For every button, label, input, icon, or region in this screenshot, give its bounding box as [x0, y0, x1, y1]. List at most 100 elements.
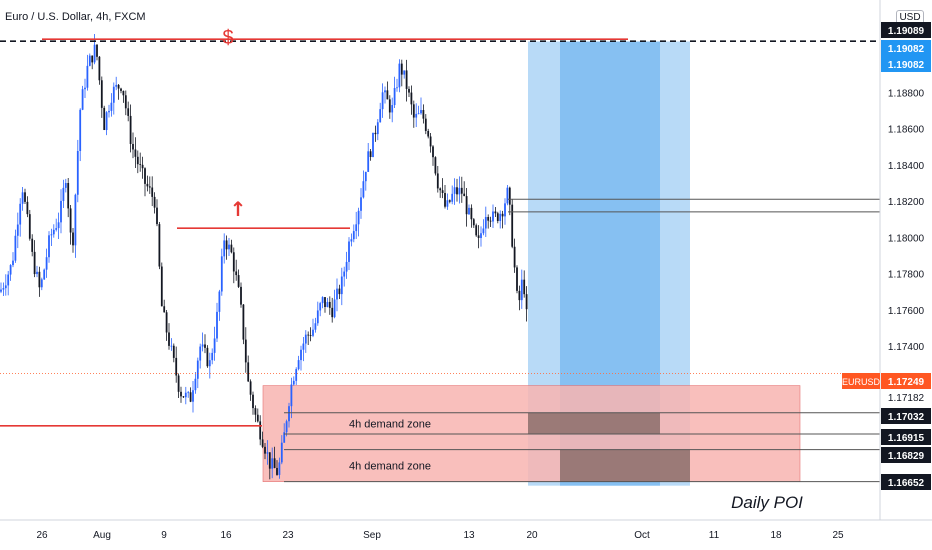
candle-body — [168, 332, 170, 346]
price-tick-label: 1.18600 — [888, 125, 925, 136]
price-badge — [881, 22, 931, 38]
candle-body — [379, 109, 382, 123]
candle-body — [228, 244, 230, 250]
candle-body — [43, 269, 46, 280]
time-tick-label: 18 — [770, 530, 782, 541]
candle-body — [216, 311, 218, 339]
candle-body — [415, 113, 418, 118]
candle-body — [278, 462, 281, 475]
candle-body — [57, 222, 60, 229]
candle-body — [132, 143, 134, 150]
candle-body — [477, 235, 480, 239]
candle-body — [458, 187, 461, 195]
candle-body — [96, 44, 98, 57]
candle-body — [213, 338, 216, 353]
candle-body — [506, 187, 509, 204]
price-badge-text: 1.17032 — [888, 412, 925, 423]
candle-body — [352, 231, 355, 240]
candle-body — [182, 396, 185, 398]
candle-body — [100, 80, 103, 108]
candle-body — [158, 224, 161, 267]
price-badge-text: 1.19089 — [888, 26, 925, 37]
candle-body — [223, 240, 226, 257]
candle-body — [148, 186, 151, 188]
candle-body — [208, 360, 211, 367]
time-tick-label: 9 — [161, 530, 167, 541]
candle-body — [420, 110, 422, 114]
candle-body — [26, 201, 29, 215]
candle-body — [74, 194, 77, 246]
candle-body — [384, 90, 386, 93]
candle-body — [79, 109, 82, 151]
candle-body — [408, 88, 410, 93]
candle-body — [504, 203, 506, 217]
candle-body — [194, 378, 197, 391]
candle-body — [0, 289, 2, 292]
candle-body — [52, 229, 55, 235]
candle-body — [172, 345, 175, 358]
candle-body — [468, 207, 470, 215]
candle-body — [196, 360, 199, 379]
candle-body — [86, 65, 89, 88]
price-badge — [881, 373, 931, 389]
price-tick-label: 1.18000 — [888, 233, 925, 244]
price-badge — [881, 429, 931, 445]
candle-body — [144, 168, 146, 184]
price-badge — [881, 40, 931, 56]
candle-body — [312, 329, 314, 336]
candle-body — [456, 187, 458, 195]
candle-body — [513, 246, 516, 268]
candle-body — [321, 297, 324, 304]
candle-body — [165, 312, 168, 333]
candle-body — [508, 187, 511, 205]
time-tick-label: Aug — [93, 530, 111, 541]
candle-body — [439, 188, 442, 191]
candle-body — [84, 87, 86, 90]
candle-body — [441, 190, 444, 193]
candle-body — [340, 276, 343, 295]
candle-body — [264, 446, 266, 454]
candle-body — [72, 232, 74, 246]
candle-body — [136, 156, 139, 165]
candle-body — [472, 219, 475, 226]
demand-zone-1-overlap — [528, 412, 660, 434]
candle-body — [177, 375, 180, 392]
candle-body — [288, 406, 290, 422]
candle-body — [300, 349, 302, 361]
candle-body — [252, 394, 254, 409]
candle-body — [412, 104, 415, 118]
candle-body — [331, 307, 334, 318]
candle-body — [475, 225, 478, 236]
symbol-badge-text: EURUSD — [842, 377, 881, 387]
candle-body — [19, 203, 22, 225]
candle-body — [345, 261, 348, 272]
candle-body — [220, 256, 223, 292]
time-tick-label: 26 — [36, 530, 48, 541]
candle-body — [492, 211, 494, 222]
candle-body — [496, 213, 499, 222]
candle-body — [249, 381, 252, 395]
candle-body — [465, 196, 468, 215]
candle-body — [98, 56, 101, 81]
candle-body — [424, 118, 427, 131]
candle-body — [422, 110, 425, 119]
candle-body — [91, 55, 94, 63]
candle-body — [516, 267, 518, 291]
candle-body — [417, 113, 420, 115]
price-tick-label: 1.18400 — [888, 161, 925, 172]
candle-body — [187, 392, 190, 394]
demand-zone-2-overlap — [560, 449, 690, 482]
candle-body — [225, 240, 228, 250]
time-tick-label: 25 — [832, 530, 844, 541]
candle-body — [511, 204, 514, 247]
candle-body — [244, 339, 247, 363]
candle-body — [324, 297, 326, 307]
price-badge-text: 1.16829 — [888, 451, 925, 462]
candle-body — [139, 164, 142, 166]
candle-body — [525, 294, 528, 310]
candle-body — [115, 84, 118, 87]
candle-body — [16, 224, 19, 236]
candle-body — [40, 279, 43, 288]
candle-body — [398, 63, 401, 88]
